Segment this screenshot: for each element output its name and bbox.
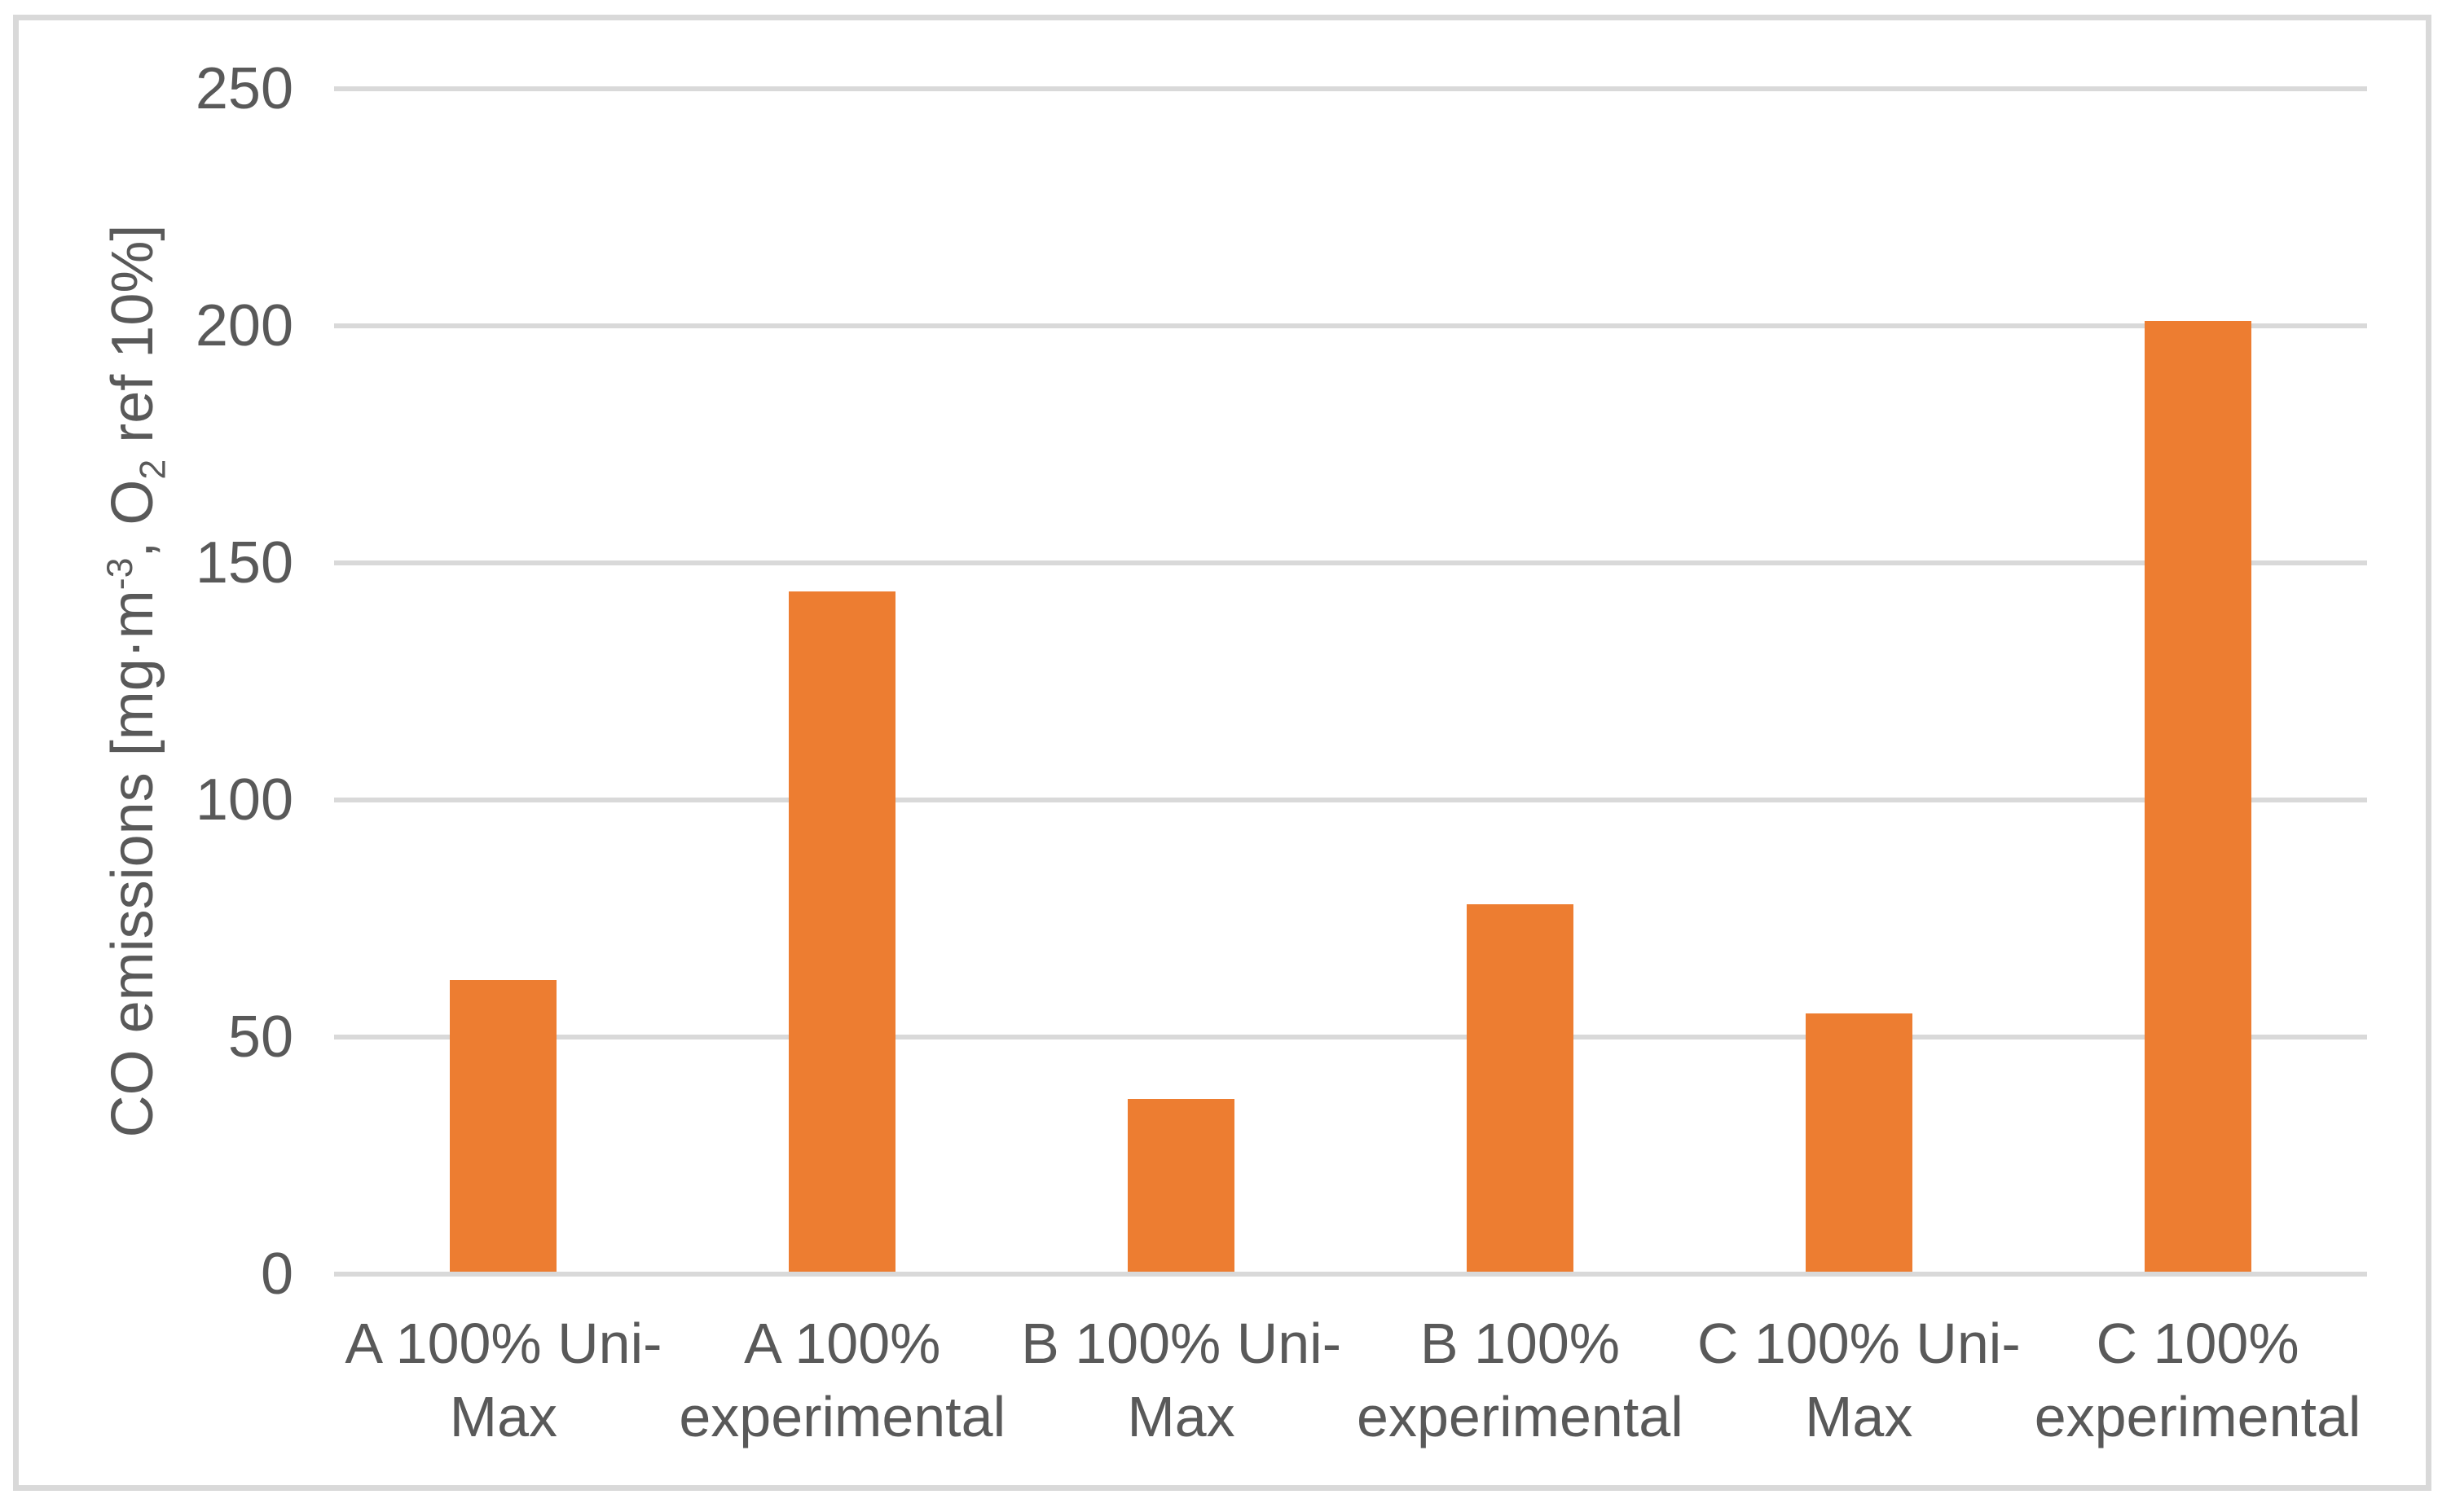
bar-3	[1128, 1098, 1235, 1274]
y-tick-label: 250	[195, 56, 293, 121]
y-axis-title-superscript: -3	[100, 557, 140, 591]
y-axis-title-text: , O	[100, 479, 165, 558]
y-tick-label: 200	[195, 293, 293, 358]
y-tick-label: 150	[195, 530, 293, 596]
bar-2	[789, 591, 896, 1274]
y-axis-title: CO emissions [mg·m-3, O2 ref 10%]	[99, 224, 173, 1138]
y-tick-label: 50	[227, 1004, 293, 1070]
bar-5	[1805, 1013, 1912, 1274]
gridline-100	[334, 798, 2367, 802]
y-tick-label: 0	[260, 1242, 293, 1307]
bar-6	[2144, 321, 2251, 1274]
gridline-200	[334, 323, 2367, 328]
y-axis-title-text: CO emissions [mg·m	[100, 590, 165, 1138]
bar-1	[450, 980, 557, 1274]
bar-4	[1466, 904, 1573, 1274]
gridline-250	[334, 86, 2367, 91]
x-category-label: B 100% Uni- Max	[1021, 1312, 1342, 1448]
y-tick-label: 100	[195, 767, 293, 833]
x-category-label: A 100% experimental	[679, 1312, 1006, 1448]
x-category-label: C 100% Uni- Max	[1696, 1312, 2021, 1448]
x-axis-line	[334, 1272, 2367, 1277]
gridline-50	[334, 1035, 2367, 1040]
y-axis-title-subscript: 2	[133, 459, 174, 480]
y-axis-title-text: ref 10%]	[100, 224, 165, 459]
x-category-label: B 100% experimental	[1357, 1312, 1683, 1448]
x-category-label: A 100% Uni- Max	[345, 1312, 662, 1448]
x-category-label: C 100% experimental	[2034, 1312, 2361, 1448]
gridline-150	[334, 560, 2367, 565]
